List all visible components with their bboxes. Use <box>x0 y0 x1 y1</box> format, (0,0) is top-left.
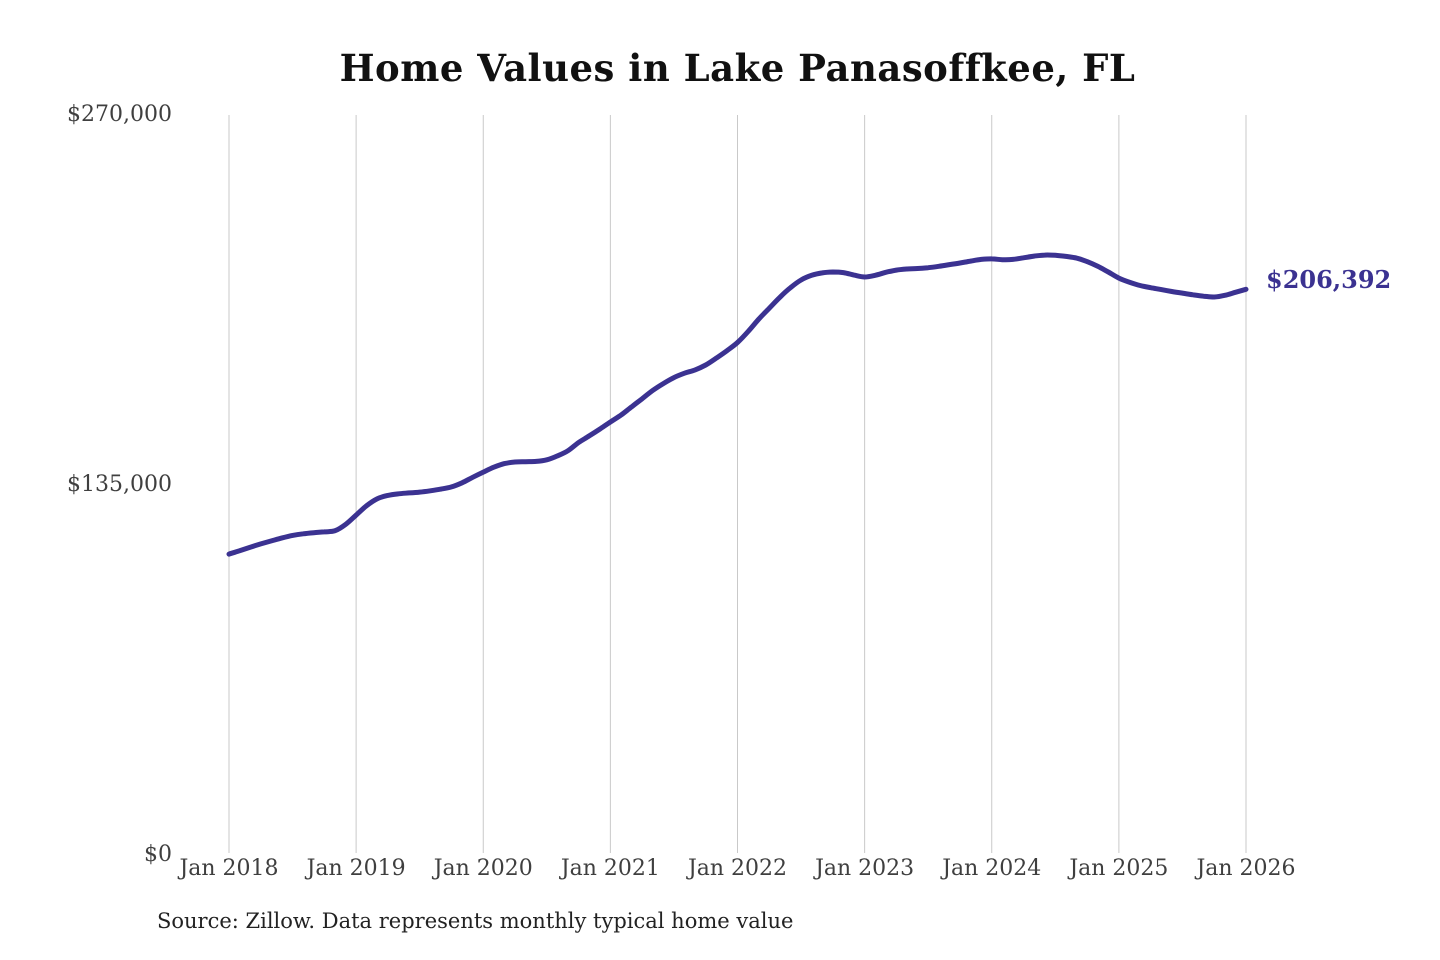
x-axis-tick-label: Jan 2019 <box>306 856 406 881</box>
end-value-label: $206,392 <box>1266 265 1392 294</box>
x-axis-tick-label: Jan 2023 <box>815 856 915 881</box>
y-axis-tick-label: $135,000 <box>67 472 172 497</box>
x-axis-tick-label: Jan 2026 <box>1196 856 1296 881</box>
x-axis-tick-label: Jan 2025 <box>1069 856 1169 881</box>
x-axis-tick-label: Jan 2021 <box>560 856 660 881</box>
x-axis-tick-label: Jan 2024 <box>942 856 1042 881</box>
source-note: Source: Zillow. Data represents monthly … <box>157 909 794 933</box>
x-axis-tick-label: Jan 2020 <box>433 856 533 881</box>
chart-title: Home Values in Lake Panasoffkee, FL <box>339 46 1136 90</box>
x-axis-tick-label: Jan 2022 <box>687 856 788 881</box>
value-line <box>226 252 1249 557</box>
y-axis-tick-label: $270,000 <box>67 102 172 127</box>
y-axis-tick-label: $0 <box>144 842 172 867</box>
x-axis-tick-label: Jan 2018 <box>179 856 279 881</box>
